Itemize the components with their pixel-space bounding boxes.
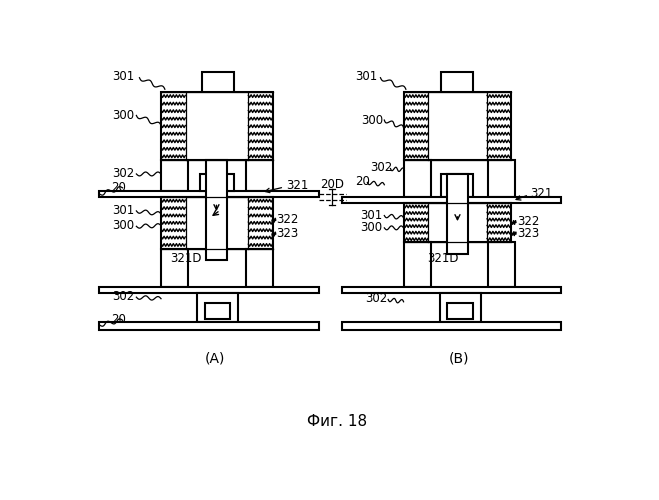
- Bar: [440, 72, 473, 93]
- Bar: [342, 287, 561, 294]
- Bar: [246, 248, 273, 287]
- Text: 321D: 321D: [428, 252, 459, 265]
- Bar: [246, 160, 273, 191]
- Bar: [200, 174, 234, 191]
- Text: 321D: 321D: [170, 252, 202, 265]
- Text: 321: 321: [530, 186, 553, 200]
- Text: 20: 20: [355, 175, 370, 188]
- Bar: [440, 294, 480, 322]
- Bar: [202, 72, 234, 93]
- Bar: [206, 160, 227, 260]
- Text: (B): (B): [449, 352, 469, 366]
- Bar: [403, 203, 511, 242]
- Text: 301: 301: [113, 70, 134, 84]
- Bar: [403, 160, 430, 197]
- Text: 323: 323: [277, 227, 299, 240]
- Text: 301: 301: [355, 70, 378, 84]
- Bar: [403, 92, 511, 160]
- Text: 301: 301: [360, 209, 382, 222]
- Text: 300: 300: [113, 219, 134, 232]
- Text: 300: 300: [113, 109, 134, 122]
- Text: 300: 300: [361, 114, 384, 126]
- Text: 302: 302: [370, 162, 392, 174]
- Bar: [100, 322, 319, 330]
- Bar: [100, 287, 319, 294]
- Text: 322: 322: [277, 213, 299, 226]
- Bar: [440, 174, 473, 197]
- Bar: [161, 248, 188, 287]
- Text: (A): (A): [205, 352, 225, 366]
- Text: 300: 300: [360, 222, 382, 234]
- Text: 20: 20: [111, 180, 126, 194]
- Bar: [197, 294, 238, 322]
- Bar: [161, 197, 273, 248]
- Bar: [161, 160, 188, 191]
- Text: 20: 20: [111, 313, 126, 326]
- Text: 20D: 20D: [320, 178, 343, 191]
- Bar: [342, 197, 561, 203]
- Text: 302: 302: [113, 168, 134, 180]
- Bar: [488, 160, 515, 197]
- Text: 323: 323: [517, 227, 539, 240]
- Bar: [161, 92, 273, 160]
- Text: 302: 302: [365, 292, 387, 305]
- Bar: [100, 191, 319, 197]
- Text: 301: 301: [113, 204, 134, 216]
- Text: Фиг. 18: Фиг. 18: [307, 414, 368, 430]
- Text: 322: 322: [517, 215, 539, 228]
- Text: 302: 302: [113, 290, 134, 303]
- Bar: [488, 242, 515, 287]
- Bar: [447, 174, 469, 254]
- Text: 321: 321: [287, 179, 309, 192]
- Bar: [342, 322, 561, 330]
- Bar: [205, 302, 231, 320]
- Bar: [403, 242, 430, 287]
- Bar: [447, 302, 473, 320]
